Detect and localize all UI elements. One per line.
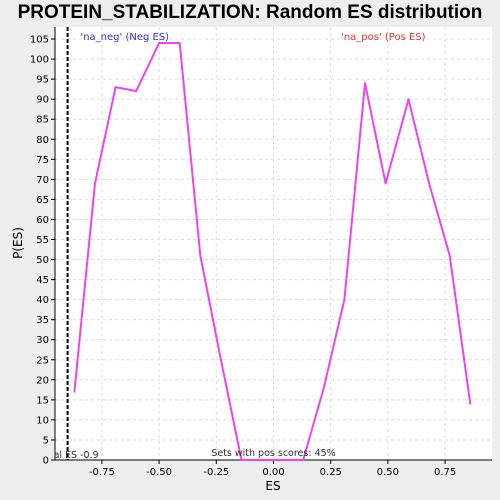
data-point — [240, 459, 243, 461]
data-point — [220, 358, 222, 361]
data-point — [178, 42, 181, 44]
actual-es-line: al ES -0.9 — [54, 27, 99, 461]
y-tick-label: 25 — [36, 355, 49, 366]
data-point — [94, 182, 96, 185]
y-tick-label: 35 — [36, 315, 49, 326]
data-point — [428, 182, 430, 185]
y-tick-label: 55 — [36, 235, 49, 246]
data-point — [469, 403, 472, 405]
y-tick-label: 95 — [36, 75, 49, 86]
y-tick-label: 40 — [36, 295, 49, 306]
chart-title: PROTEIN_STABILIZATION: Random ES distrib… — [18, 2, 483, 23]
x-tick-label: 0.25 — [320, 467, 342, 478]
x-tick-label: -0.50 — [146, 467, 172, 478]
data-point — [407, 98, 410, 100]
data-point — [158, 42, 160, 44]
grid — [55, 27, 492, 460]
y-tick-label: 80 — [36, 135, 49, 146]
data-point — [261, 459, 263, 461]
data-point — [199, 254, 202, 257]
data-point — [323, 387, 325, 389]
x-axis-label: ES — [265, 479, 280, 493]
data-point — [384, 182, 387, 185]
y-tick-label: 50 — [36, 255, 49, 266]
data-point — [135, 90, 138, 92]
y-axis-label: P(ES) — [11, 227, 25, 259]
y-ticks: 0 5 10 15 20 25 30 35 40 45 50 55 60 65 70 75 80 85 90 95 10… — [30, 35, 55, 467]
y-tick-label: 10 — [36, 415, 49, 426]
data-point — [448, 254, 451, 257]
y-tick-label: 30 — [36, 335, 49, 346]
data-point — [73, 391, 76, 393]
x-tick-label: 0.00 — [262, 467, 284, 478]
y-tick-label: 20 — [36, 375, 49, 386]
y-tick-label: 65 — [36, 195, 49, 206]
y-tick-label: 15 — [36, 395, 49, 406]
y-tick-label: 70 — [36, 175, 49, 186]
y-tick-label: 0 — [43, 456, 49, 467]
y-tick-label: 85 — [36, 115, 49, 126]
series-group — [73, 42, 472, 461]
x-tick-label: 0.75 — [434, 467, 456, 478]
data-point — [114, 86, 117, 88]
data-point — [281, 459, 284, 461]
series-line-0 — [73, 42, 472, 461]
actual-es-label: al ES -0.9 — [54, 450, 99, 461]
y-tick-label: 90 — [36, 95, 49, 106]
y-tick-label: 100 — [30, 55, 49, 66]
y-tick-label: 75 — [36, 155, 49, 166]
data-point — [364, 82, 366, 84]
x-ticks: -0.75 -0.50 -0.25 0.00 0.25 0.50 0.75 — [89, 460, 456, 478]
y-tick-label: 5 — [43, 435, 49, 446]
x-tick-label: -0.25 — [203, 467, 229, 478]
x-tick-label: 0.50 — [377, 467, 399, 478]
y-tick-label: 105 — [30, 35, 49, 46]
annotations: 'na_neg' (Neg ES) 'na_pos' (Pos ES) Sets w… — [80, 32, 425, 459]
pos-es-legend: 'na_pos' (Pos ES) — [341, 32, 426, 43]
y-tick-label: 45 — [36, 275, 49, 286]
data-point — [343, 298, 346, 301]
y-tick-label: 60 — [36, 215, 49, 226]
pos-scores-annotation: Sets with pos scores: 45% — [211, 448, 335, 459]
neg-es-legend: 'na_neg' (Neg ES) — [80, 32, 169, 43]
x-tick-label: -0.75 — [89, 467, 115, 478]
data-point — [302, 459, 305, 461]
